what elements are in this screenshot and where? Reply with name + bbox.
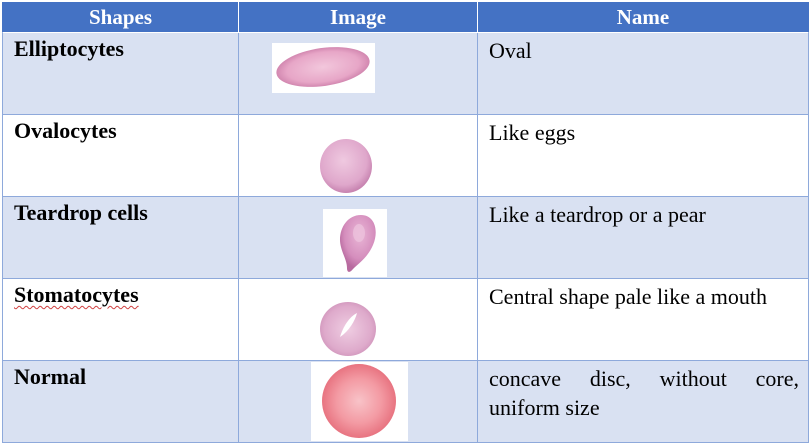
- shape-name: Normal: [14, 364, 87, 389]
- shape-description: concave disc, without core, uniform size: [489, 366, 799, 420]
- shape-description: Like a teardrop or a pear: [489, 202, 706, 227]
- header-shapes: Shapes: [2, 2, 239, 33]
- shape-name: Stomatocytes: [14, 282, 139, 307]
- shape-description: Central shape pale like a mouth: [489, 284, 767, 309]
- normal-cell-image: [311, 362, 408, 441]
- shape-description: Like eggs: [489, 120, 576, 145]
- teardrop-cell-image: [323, 209, 387, 277]
- shape-description: Oval: [489, 38, 532, 63]
- shape-name: Ovalocytes: [14, 118, 117, 143]
- table-row: Stomatocytes Central shape pale like a m…: [2, 279, 809, 361]
- elliptocyte-cell-image: [272, 43, 375, 93]
- header-name: Name: [478, 2, 809, 33]
- stomatocyte-cell-image: [315, 293, 389, 357]
- ovalocyte-cell-image: [317, 135, 377, 195]
- table-row: Ovalocytes Like eggs: [2, 115, 809, 197]
- table-row: Elliptocytes Oval: [2, 33, 809, 115]
- shape-name: Elliptocytes: [14, 36, 124, 61]
- shape-name: Teardrop cells: [14, 200, 148, 225]
- header-image: Image: [239, 2, 478, 33]
- table-row: Normal concave disc, without core, unifo…: [2, 361, 809, 443]
- table-header-row: Shapes Image Name: [2, 2, 809, 33]
- table-row: Teardrop cells Like a teardrop or a pear: [2, 197, 809, 279]
